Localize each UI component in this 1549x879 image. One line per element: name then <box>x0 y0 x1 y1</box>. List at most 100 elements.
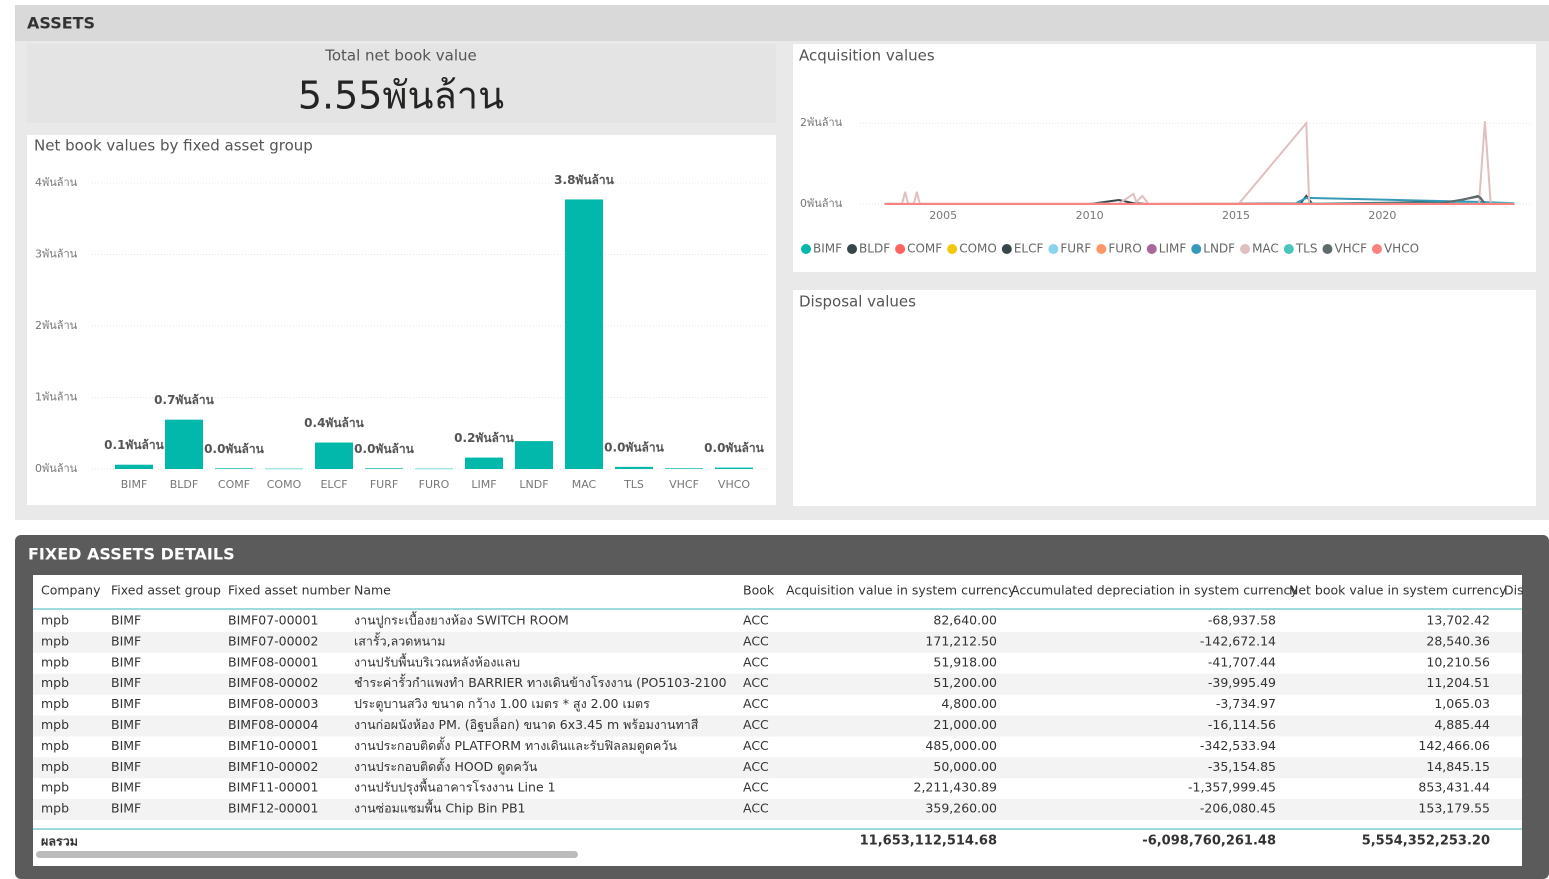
data-label: 0.0พันล้าน <box>704 441 764 455</box>
y-tick-label: 1พันล้าน <box>35 391 78 404</box>
x-tick-label: 2015 <box>1222 209 1250 222</box>
legend-swatch <box>801 244 811 254</box>
table-cell: งานประกอบติดตั้ง HOOD ดูดควัน <box>354 757 538 775</box>
table-cell: 2,211,430.89 <box>914 780 998 795</box>
table-cell: งานปรับปรุงพื้นอาคารโรงงาน Line 1 <box>354 778 556 796</box>
column-header: Dis <box>1504 583 1524 598</box>
table-cell: 13,702.42 <box>1426 613 1490 628</box>
table-cell: -206,080.45 <box>1200 801 1276 816</box>
table-cell: ACC <box>743 780 769 795</box>
table-cell: ประตูบานสวิง ขนาด กว้าง 1.00 เมตร * สูง … <box>354 696 650 712</box>
total-label: ผลรวม <box>41 834 78 849</box>
y-tick-label: 2พันล้าน <box>35 319 78 332</box>
table-cell: BIMF <box>111 675 141 690</box>
table-cell: ACC <box>743 801 769 816</box>
table-cell: mpb <box>41 613 69 628</box>
table-cell: 4,885.44 <box>1434 717 1490 732</box>
scrollbar[interactable] <box>36 851 578 858</box>
bar <box>515 441 553 469</box>
legend-label: COMO <box>959 242 997 256</box>
bar <box>615 467 653 469</box>
kpi-title: Total net book value <box>324 47 477 65</box>
section-title: ASSETS <box>27 14 95 33</box>
bar <box>415 469 453 470</box>
table-cell: BIMF <box>111 613 141 628</box>
legend-swatch <box>1322 244 1332 254</box>
y-tick-label: 3พันล้าน <box>35 248 78 261</box>
y-tick-label: 4พันล้าน <box>35 176 78 189</box>
bar <box>365 468 403 469</box>
table-cell: 82,640.00 <box>933 613 997 628</box>
table-cell: BIMF10-00001 <box>228 738 318 753</box>
table-cell: ACC <box>743 633 769 648</box>
x-tick-label: 2020 <box>1368 209 1396 222</box>
x-tick-label: VHCF <box>669 478 699 491</box>
bar <box>315 443 353 469</box>
x-tick-label: LIMF <box>471 478 496 491</box>
chart-title: Acquisition values <box>799 47 935 65</box>
table-cell: BIMF <box>111 717 141 732</box>
column-header: Fixed asset group <box>111 583 221 598</box>
bar <box>715 468 753 469</box>
table-cell: 14,845.15 <box>1426 759 1490 774</box>
bar <box>565 199 603 469</box>
table-cell: BIMF <box>111 738 141 753</box>
data-label: 0.7พันล้าน <box>154 393 214 407</box>
chart-title: Net book values by fixed asset group <box>34 137 313 155</box>
table-cell: mpb <box>41 738 69 753</box>
table-cell: BIMF08-00003 <box>228 696 318 711</box>
table-cell: เสารั้ว,ลวดหนาม <box>354 631 445 648</box>
legend-swatch <box>1240 244 1250 254</box>
legend-swatch <box>1048 244 1058 254</box>
x-tick-label: FURO <box>419 478 450 491</box>
data-label: 0.0พันล้าน <box>604 440 664 454</box>
table-cell: -41,707.44 <box>1208 654 1276 669</box>
table-cell: งานซ่อมแซมพื้น Chip Bin PB1 <box>354 799 525 816</box>
data-label: 0.4พันล้าน <box>304 416 364 430</box>
table-cell: BIMF <box>111 759 141 774</box>
legend-label: VHCF <box>1334 242 1367 256</box>
legend-label: FURF <box>1060 242 1091 256</box>
total-value: 5,554,352,253.20 <box>1362 834 1490 849</box>
disposal-card[interactable] <box>793 290 1536 506</box>
table-cell: -142,672.14 <box>1200 633 1276 648</box>
table-cell: BIMF07-00001 <box>228 613 318 628</box>
y-tick-label: 0พันล้าน <box>800 197 843 210</box>
legend-label: BIMF <box>813 242 842 256</box>
x-tick-label: COMO <box>267 478 302 491</box>
line-card[interactable] <box>793 44 1536 272</box>
y-tick-label: 2พันล้าน <box>800 116 843 129</box>
table-cell: 171,212.50 <box>925 633 997 648</box>
legend-swatch <box>895 244 905 254</box>
legend-label: LNDF <box>1203 242 1235 256</box>
legend-label: FURO <box>1108 242 1141 256</box>
legend-swatch <box>847 244 857 254</box>
table-cell: งานก่อผนังห้อง PM. (อิฐบล็อก) ขนาด 6x3.4… <box>354 717 699 732</box>
data-label: 0.2พันล้าน <box>454 431 514 445</box>
y-tick-label: 0พันล้าน <box>35 462 78 475</box>
table-cell: BIMF12-00001 <box>228 801 318 816</box>
table-cell: BIMF08-00002 <box>228 675 318 690</box>
table-cell: 11,204.51 <box>1426 675 1490 690</box>
table-cell: 4,800.00 <box>941 696 997 711</box>
legend-swatch <box>947 244 957 254</box>
table-cell: 51,200.00 <box>933 675 997 690</box>
table-cell: งานประกอบติดตั้ง PLATFORM ทางเดินและรับฟ… <box>354 736 677 754</box>
section-title: FIXED ASSETS DETAILS <box>28 545 235 564</box>
table-cell: -3,734.97 <box>1216 696 1276 711</box>
table-cell: ACC <box>743 717 769 732</box>
table-cell: 21,000.00 <box>933 717 997 732</box>
table-cell: -342,533.94 <box>1200 738 1276 753</box>
table-cell: -35,154.85 <box>1208 759 1276 774</box>
x-tick-label: 2005 <box>929 209 957 222</box>
table-cell: mpb <box>41 675 69 690</box>
column-header: Book <box>743 583 775 598</box>
x-tick-label: MAC <box>572 478 597 491</box>
kpi-value: 5.55พันล้าน <box>298 74 504 118</box>
data-label: 0.0พันล้าน <box>204 442 264 456</box>
table-cell: mpb <box>41 717 69 732</box>
table-cell: mpb <box>41 780 69 795</box>
table-cell: ACC <box>743 759 769 774</box>
table-cell: mpb <box>41 633 69 648</box>
table-cell: BIMF07-00002 <box>228 633 318 648</box>
